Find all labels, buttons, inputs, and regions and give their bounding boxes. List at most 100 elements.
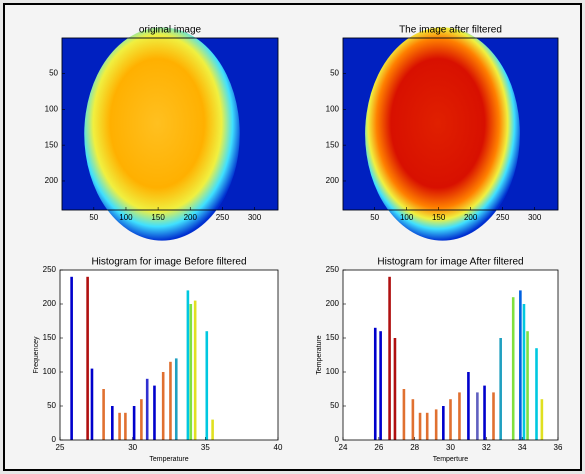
histogram-bar xyxy=(373,327,377,440)
image-face xyxy=(365,27,520,241)
x-tick-label: 100 xyxy=(400,213,414,222)
histogram-bar xyxy=(90,368,94,440)
histogram-bar xyxy=(434,409,438,440)
histogram-bar xyxy=(483,385,486,440)
y-tick-label: 250 xyxy=(43,265,57,274)
histogram-bar xyxy=(522,304,526,440)
y-tick-label: 50 xyxy=(330,401,339,410)
histogram-bar xyxy=(111,406,114,440)
histogram-bar xyxy=(388,276,391,440)
x-axis-label: Temperture xyxy=(433,456,469,463)
axes-box xyxy=(59,269,279,441)
x-tick-label: 30 xyxy=(446,443,455,452)
histogram-bar xyxy=(145,378,149,440)
histogram-bar xyxy=(476,392,479,440)
axes-area xyxy=(60,270,278,440)
x-tick-label: 150 xyxy=(432,213,446,222)
histogram-bar xyxy=(492,392,495,440)
x-tick-label: 28 xyxy=(410,443,419,452)
histogram-bar xyxy=(102,389,105,440)
x-tick-label: 24 xyxy=(339,443,348,452)
histogram-bar xyxy=(467,372,470,440)
histogram-bar xyxy=(499,338,502,440)
histogram-bar xyxy=(425,412,429,440)
y-axis-label: Frequencey xyxy=(33,336,40,373)
y-tick-label: 200 xyxy=(43,299,57,308)
x-tick-label: 250 xyxy=(496,213,510,222)
x-tick-label: 32 xyxy=(482,443,491,452)
histogram-bar xyxy=(153,385,156,440)
histogram-bar xyxy=(189,304,193,440)
image-face xyxy=(84,27,240,241)
histogram-bar xyxy=(193,300,197,440)
histogram-bar xyxy=(418,412,422,440)
x-tick-label: 34 xyxy=(518,443,527,452)
histogram-bar xyxy=(86,276,89,440)
y-tick-label: 200 xyxy=(45,176,59,185)
y-tick-label: 200 xyxy=(326,176,340,185)
y-tick-label: 150 xyxy=(326,333,340,342)
histogram-bar xyxy=(511,297,515,440)
y-tick-label: 150 xyxy=(326,140,340,149)
x-tick-label: 40 xyxy=(274,443,283,452)
x-tick-label: 300 xyxy=(528,213,542,222)
histogram-bar xyxy=(442,406,445,440)
x-tick-label: 200 xyxy=(184,213,198,222)
histogram-bar xyxy=(161,372,165,440)
y-tick-label: 50 xyxy=(330,69,339,78)
histogram-bar xyxy=(174,358,178,440)
y-tick-label: 250 xyxy=(326,265,340,274)
y-tick-label: 100 xyxy=(45,104,59,113)
y-tick-label: 150 xyxy=(43,333,57,342)
histogram-bar xyxy=(140,399,143,440)
histogram-bar xyxy=(449,399,452,440)
x-tick-label: 36 xyxy=(554,443,563,452)
x-tick-label: 50 xyxy=(89,213,98,222)
x-tick-label: 35 xyxy=(201,443,210,452)
histogram-bar xyxy=(211,419,214,440)
x-tick-label: 25 xyxy=(56,443,65,452)
histogram-bar xyxy=(535,348,538,440)
y-tick-label: 50 xyxy=(49,69,58,78)
x-tick-label: 300 xyxy=(248,213,262,222)
histogram-bar xyxy=(393,338,397,440)
y-tick-label: 100 xyxy=(326,367,340,376)
axes-box xyxy=(342,269,559,441)
histogram-bar xyxy=(458,392,461,440)
y-tick-label: 50 xyxy=(47,401,56,410)
histogram-bar xyxy=(205,331,209,440)
x-tick-label: 50 xyxy=(370,213,379,222)
histogram-bar xyxy=(132,406,136,440)
x-tick-label: 26 xyxy=(374,443,383,452)
histogram-bar xyxy=(519,290,522,440)
axes-box xyxy=(342,37,559,211)
x-tick-label: 250 xyxy=(216,213,230,222)
histogram-bar xyxy=(118,412,121,440)
y-tick-label: 100 xyxy=(43,367,57,376)
y-tick-label: 100 xyxy=(326,104,340,113)
x-tick-label: 150 xyxy=(151,213,165,222)
x-tick-label: 200 xyxy=(464,213,478,222)
histogram-bar xyxy=(186,290,190,440)
histogram-bar xyxy=(402,389,406,440)
histogram-bar xyxy=(70,276,73,440)
x-axis-label: Temperature xyxy=(149,456,188,463)
histogram-bar xyxy=(411,399,415,440)
histogram-bar xyxy=(169,361,172,440)
y-tick-label: 0 xyxy=(52,435,57,444)
axes-box xyxy=(61,37,279,211)
subplot-title: Histogram for image After filtered xyxy=(377,257,523,268)
histogram-bar xyxy=(124,412,127,440)
y-tick-label: 150 xyxy=(45,140,59,149)
y-axis-label: Temperature xyxy=(316,335,323,374)
histogram-bar xyxy=(540,399,544,440)
subplot-title: original image xyxy=(139,25,202,36)
y-tick-label: 200 xyxy=(326,299,340,308)
subplot-title: The image after filtered xyxy=(399,25,502,36)
y-tick-label: 0 xyxy=(335,435,340,444)
subplot-title: Histogram for image Before filtered xyxy=(91,257,246,268)
x-tick-label: 100 xyxy=(119,213,133,222)
histogram-bar xyxy=(526,331,529,440)
